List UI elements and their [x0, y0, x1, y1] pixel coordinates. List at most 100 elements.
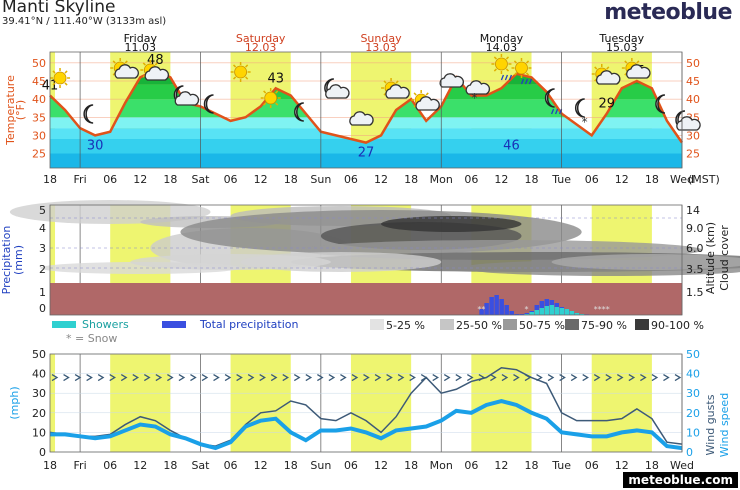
x-tick-label: Mon — [430, 173, 453, 186]
cloud-alt-tick: 3.5 — [686, 263, 704, 276]
x-tick-label: 18 — [404, 173, 418, 186]
x-tick-label: Mon — [430, 459, 453, 472]
sun-rain-icon — [511, 58, 533, 85]
cloud-axis-label: Cloud cover — [718, 225, 731, 291]
cloud-alt-tick: 9.0 — [686, 222, 704, 235]
x-tick-label: 12 — [615, 459, 629, 472]
x-tick-label: 18 — [525, 459, 539, 472]
wind-axis-label: (mph) — [8, 386, 21, 419]
x-tick-label: 18 — [645, 459, 659, 472]
temp-label: 29 — [598, 97, 615, 112]
x-tick-label: 18 — [645, 173, 659, 186]
snow-mark: **** — [594, 305, 610, 314]
cloud-alt-tick: 14 — [686, 204, 700, 217]
wind-arrow-icon — [547, 373, 555, 382]
day-name: Monday — [480, 32, 524, 45]
precip-bar — [519, 314, 524, 315]
sun-ray — [413, 92, 417, 96]
x-tick-label: 06 — [464, 173, 478, 186]
sun-ray — [525, 72, 530, 76]
cloud-blob — [381, 216, 522, 232]
precip-bar — [509, 311, 514, 315]
rain-drop — [508, 74, 513, 81]
wind-arrow-icon — [213, 373, 220, 382]
wind-arrow-icon — [270, 373, 278, 382]
x-tick-label: Fri — [74, 459, 87, 472]
wind-arrow-icon — [570, 373, 578, 382]
x-tick-label: Sun — [310, 459, 331, 472]
wind-arrow-icon — [455, 373, 463, 382]
panel-frame — [49, 204, 683, 316]
cloud-shape — [595, 70, 621, 85]
sun-ray — [505, 56, 510, 60]
sun-ray — [233, 64, 237, 68]
precip-bar — [494, 295, 499, 315]
wind-arrow-icon — [386, 373, 393, 382]
x-tick-label: 12 — [133, 173, 147, 186]
temp-tick-label-right: 40 — [686, 93, 700, 106]
wind-arrow-icon — [478, 373, 486, 382]
wind-tick-label: 10 — [32, 426, 46, 439]
wind-arrow-icon — [120, 373, 128, 382]
wind-arrow-icon — [305, 373, 313, 382]
wind-arrow-icon — [582, 373, 589, 382]
temp-label: 43 — [267, 71, 284, 86]
x-tick-label: 12 — [254, 459, 268, 472]
temp-tick-label-right: 50 — [686, 57, 700, 70]
sun-ray — [525, 60, 530, 64]
x-tick-label: 18 — [163, 459, 177, 472]
sun-disc — [53, 71, 67, 85]
x-tick-label: Tue — [551, 459, 571, 472]
panel-frame — [49, 353, 683, 453]
precip-bar — [479, 309, 484, 315]
x-tick-label: 12 — [494, 173, 508, 186]
timezone-label: (MST) — [688, 173, 720, 186]
wind-arrow-icon — [97, 373, 105, 382]
temp-color-band — [50, 153, 682, 168]
moon-cloud-icon — [324, 78, 350, 99]
wind-arrow-icon — [466, 373, 474, 382]
wind-arrow-icon — [605, 373, 613, 382]
cloud-legend-swatch — [503, 319, 517, 330]
x-tick-label: 12 — [133, 459, 147, 472]
x-tick-label: 12 — [494, 459, 508, 472]
sun-ray — [275, 102, 279, 106]
wind-arrow-icon — [420, 373, 428, 382]
sun-icon — [50, 68, 71, 88]
wind-arrow-icon — [628, 373, 636, 382]
shower-bar — [569, 311, 575, 315]
wind-arrow-icon — [86, 373, 93, 382]
wind-arrow-icon — [236, 373, 243, 382]
wind-arrow-icon — [132, 373, 140, 382]
coordinates: 39.41°N / 111.40°W (3133m asl) — [2, 16, 167, 27]
x-tick-label: 12 — [374, 459, 388, 472]
wind-arrow-icon — [143, 373, 151, 382]
wind-arrow-icon — [651, 373, 659, 382]
x-tick-label: 18 — [43, 459, 57, 472]
sun-ray — [493, 68, 498, 72]
shower-bar — [544, 306, 550, 315]
cloud-legend-swatch — [635, 319, 649, 330]
wind-tick-label: 20 — [32, 407, 46, 420]
wind-tick-label-right: 10 — [686, 426, 700, 439]
precip-bar — [514, 314, 519, 315]
cloud-shape — [114, 64, 139, 79]
sun-ray — [395, 80, 399, 84]
wind-tick-label-right: 40 — [686, 368, 700, 381]
snow-flake: * — [582, 115, 588, 129]
location-title: Manti Skyline — [2, 0, 116, 17]
altitude-axis-label: Altitude (km) — [704, 222, 717, 294]
rain-drop — [558, 108, 563, 115]
moon-cloud-icon — [173, 85, 200, 106]
wind-arrow-icon — [317, 373, 324, 382]
rain-drop — [504, 74, 509, 81]
wind-arrow-icon — [74, 373, 82, 382]
temp-tick-label: 45 — [32, 75, 46, 88]
x-tick-label: 06 — [464, 459, 478, 472]
wind-speed-axis-label: Wind speed — [718, 393, 731, 457]
cloud-legend-label: 75-90 % — [581, 319, 627, 332]
wind-arrow-icon — [293, 373, 301, 382]
moon-icon — [83, 104, 94, 124]
precip-axis-label: Precipitation — [0, 226, 13, 295]
